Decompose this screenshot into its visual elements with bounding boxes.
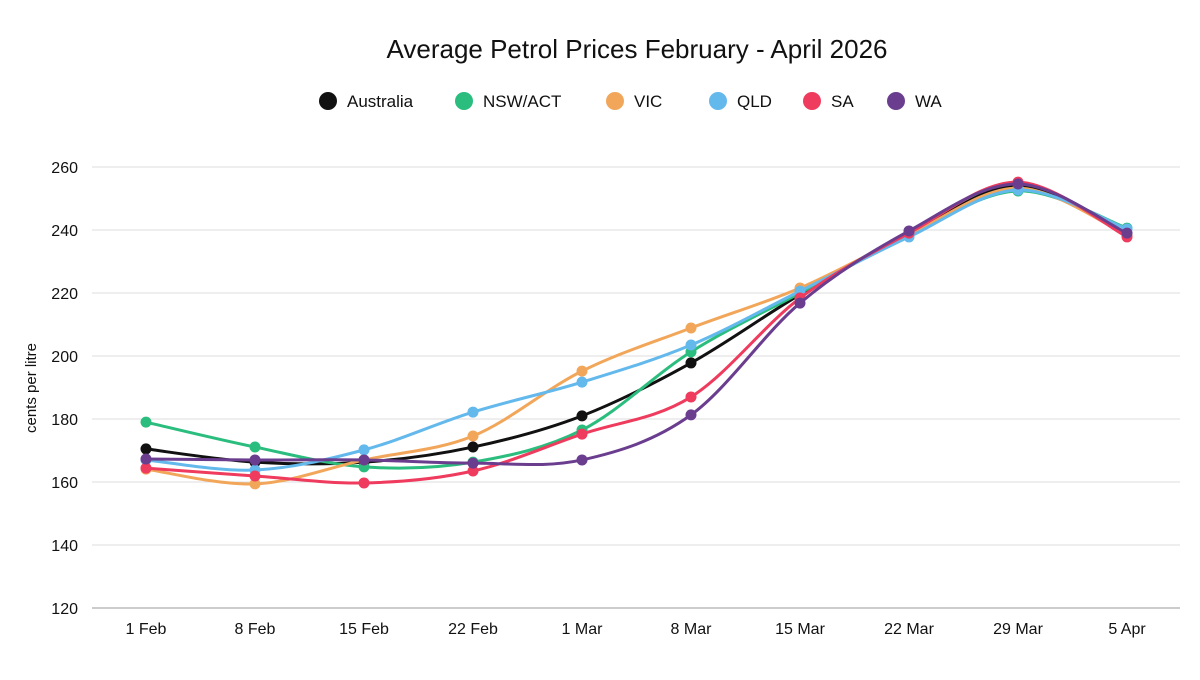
legend-marker (887, 92, 905, 110)
legend-marker (803, 92, 821, 110)
x-tick-label: 1 Mar (562, 621, 604, 638)
data-point[interactable] (467, 406, 479, 418)
y-tick-label: 180 (51, 412, 78, 429)
data-point[interactable] (1012, 178, 1024, 190)
data-point[interactable] (358, 444, 370, 456)
x-tick-label: 5 Apr (1108, 621, 1146, 638)
series-line (145, 188, 1128, 472)
data-point[interactable] (140, 416, 152, 428)
data-point[interactable] (467, 457, 479, 469)
chart-title: Average Petrol Prices February - April 2… (387, 34, 888, 64)
y-tick-label: 120 (51, 601, 78, 618)
legend-marker (319, 92, 337, 110)
y-tick-label: 200 (51, 349, 78, 366)
series-line (145, 189, 1128, 470)
y-axis-label: cents per litre (23, 343, 40, 433)
series-nsw-act (140, 185, 1133, 473)
data-point[interactable] (467, 441, 479, 453)
data-point[interactable] (685, 391, 697, 403)
series-australia (140, 180, 1133, 468)
y-tick-label: 160 (51, 475, 78, 492)
x-tick-label: 1 Feb (126, 621, 167, 638)
x-tick-label: 8 Mar (671, 621, 713, 638)
legend-item[interactable]: QLD (709, 92, 772, 111)
data-point[interactable] (903, 225, 915, 237)
legend-label: Australia (347, 92, 414, 111)
legend-item[interactable]: SA (803, 92, 854, 111)
x-axis: 1 Feb 8 Feb 15 Feb 22 Feb 1 Mar 8 Mar 15 Mar 22… (126, 621, 1147, 638)
x-tick-label: 8 Feb (235, 621, 276, 638)
data-point[interactable] (249, 478, 261, 490)
data-point[interactable] (576, 376, 588, 388)
y-axis: 120 140 160 180 200 220 240 260 (51, 160, 78, 618)
data-point[interactable] (467, 430, 479, 442)
data-point[interactable] (685, 357, 697, 369)
y-tick-label: 140 (51, 538, 78, 555)
data-point[interactable] (794, 297, 806, 309)
data-point[interactable] (685, 339, 697, 351)
legend-item[interactable]: WA (887, 92, 942, 111)
legend-label: SA (831, 92, 854, 111)
data-point[interactable] (467, 465, 479, 477)
legend-label: NSW/ACT (483, 92, 561, 111)
x-tick-label: 22 Mar (884, 621, 934, 638)
x-tick-label: 29 Mar (993, 621, 1043, 638)
data-point[interactable] (1121, 227, 1133, 239)
series-lines (140, 176, 1133, 490)
x-tick-label: 22 Feb (448, 621, 498, 638)
data-point[interactable] (576, 410, 588, 422)
legend-marker (455, 92, 473, 110)
data-point[interactable] (249, 454, 261, 466)
series-wa (140, 178, 1133, 469)
y-tick-label: 260 (51, 160, 78, 177)
x-tick-label: 15 Mar (775, 621, 825, 638)
legend-item[interactable]: VIC (606, 92, 662, 111)
legend-label: VIC (634, 92, 662, 111)
data-point[interactable] (685, 409, 697, 421)
data-point[interactable] (576, 454, 588, 466)
series-line (145, 182, 1128, 467)
legend-label: QLD (737, 92, 772, 111)
y-tick-label: 240 (51, 223, 78, 240)
series-line (145, 184, 1128, 466)
series-qld (140, 184, 1133, 476)
series-line (145, 186, 1128, 486)
legend-marker (709, 92, 727, 110)
legend-item[interactable]: NSW/ACT (455, 92, 561, 111)
grid (92, 166, 1180, 609)
series-line (145, 180, 1128, 485)
legend-label: WA (915, 92, 942, 111)
legend: Australia NSW/ACT VIC QLD SA WA (319, 92, 942, 111)
data-point[interactable] (140, 443, 152, 455)
data-point[interactable] (140, 453, 152, 465)
data-point[interactable] (358, 477, 370, 489)
data-point[interactable] (140, 462, 152, 474)
legend-item[interactable]: Australia (319, 92, 414, 111)
data-point[interactable] (249, 441, 261, 453)
legend-marker (606, 92, 624, 110)
data-point[interactable] (576, 365, 588, 377)
series-sa (140, 176, 1133, 489)
data-point[interactable] (576, 428, 588, 440)
x-tick-label: 15 Feb (339, 621, 389, 638)
data-point[interactable] (249, 470, 261, 482)
y-tick-label: 220 (51, 286, 78, 303)
data-point[interactable] (358, 454, 370, 466)
data-point[interactable] (685, 322, 697, 334)
